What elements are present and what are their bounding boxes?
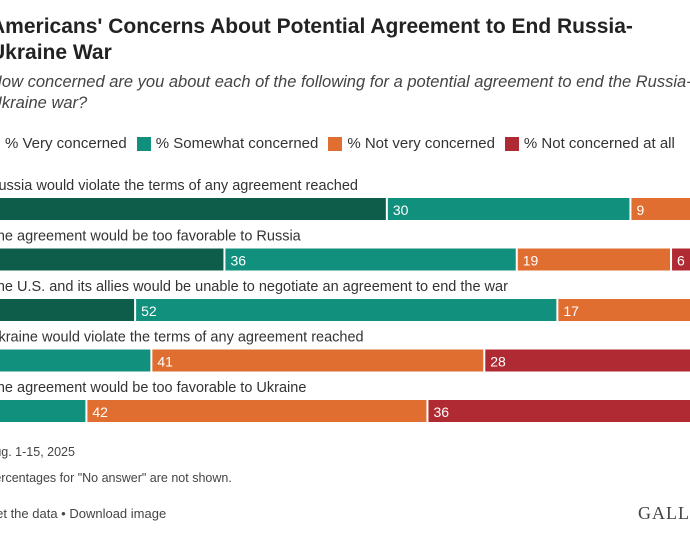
data-label: 30 <box>393 202 409 218</box>
bar-not-concerned-at-all <box>428 400 690 422</box>
data-label: 36 <box>433 404 449 420</box>
data-label: 36 <box>230 253 246 269</box>
bar-very-concerned <box>0 198 386 220</box>
data-label: 19 <box>523 253 539 269</box>
bar-not-very-concerned <box>631 198 690 220</box>
survey-dates-note: Aug. 1-15, 2025 <box>0 445 75 459</box>
legend-item-very: % Very concerned <box>0 135 127 152</box>
legend-swatch-not-at-all <box>504 136 519 151</box>
legend: % Very concerned % Somewhat concerned % … <box>0 135 685 152</box>
legend-label-somewhat: % Somewhat concerned <box>155 135 319 152</box>
bar-not-very-concerned <box>517 248 671 271</box>
bar-not-very-concerned <box>558 299 690 321</box>
footer-links: Get the data • Download image <box>0 506 166 521</box>
chart-subtitle: How concerned are you about each of the … <box>0 73 690 112</box>
gallup-logo: GALLUP <box>638 503 690 523</box>
bar-somewhat-concerned <box>0 349 151 372</box>
legend-item-somewhat: % Somewhat concerned <box>136 135 319 152</box>
data-label: 9 <box>636 202 644 218</box>
bar-somewhat-concerned <box>225 248 516 271</box>
category-label: Russia would violate the terms of any ag… <box>0 178 358 194</box>
stacked-bar-chart: Russia would violate the terms of any ag… <box>0 178 690 422</box>
legend-swatch-not-very <box>328 136 343 151</box>
bar-not-very-concerned <box>87 400 427 422</box>
legend-label-not-very: % Not very concerned <box>347 135 495 152</box>
data-label: 28 <box>490 354 506 370</box>
bar-somewhat-concerned <box>0 400 86 422</box>
bar-not-concerned-at-all <box>485 349 690 372</box>
legend-item-not-very: % Not very concerned <box>328 135 495 152</box>
download-image-link[interactable]: Download image <box>69 506 167 521</box>
category-label: The agreement would be too favorable to … <box>0 229 302 245</box>
chart-title: Americans' Concerns About Potential Agre… <box>0 15 633 64</box>
category-label: The U.S. and its allies would be unable … <box>0 279 508 295</box>
no-answer-note: Percentages for "No answer" are not show… <box>0 471 232 485</box>
bar-somewhat-concerned <box>136 299 557 321</box>
footer-separator: • <box>57 506 70 521</box>
data-label: 52 <box>141 303 157 319</box>
bar-very-concerned <box>0 299 135 321</box>
bar-not-concerned-at-all <box>672 248 690 271</box>
data-label: 41 <box>157 354 173 370</box>
bar-somewhat-concerned <box>387 198 630 220</box>
bar-not-very-concerned <box>152 349 484 372</box>
data-label: 42 <box>92 404 108 420</box>
bar-very-concerned <box>0 248 224 271</box>
data-label: 6 <box>677 253 685 269</box>
get-data-link[interactable]: Get the data <box>0 506 58 521</box>
legend-label-very: % Very concerned <box>5 135 127 152</box>
legend-item-not-at-all: % Not concerned at all <box>504 135 675 152</box>
legend-swatch-somewhat <box>136 136 151 151</box>
data-label: 17 <box>563 303 579 319</box>
category-label: Ukraine would violate the terms of any a… <box>0 330 364 346</box>
category-label: The agreement would be too favorable to … <box>0 380 306 396</box>
legend-label-not-at-all: % Not concerned at all <box>523 135 675 152</box>
